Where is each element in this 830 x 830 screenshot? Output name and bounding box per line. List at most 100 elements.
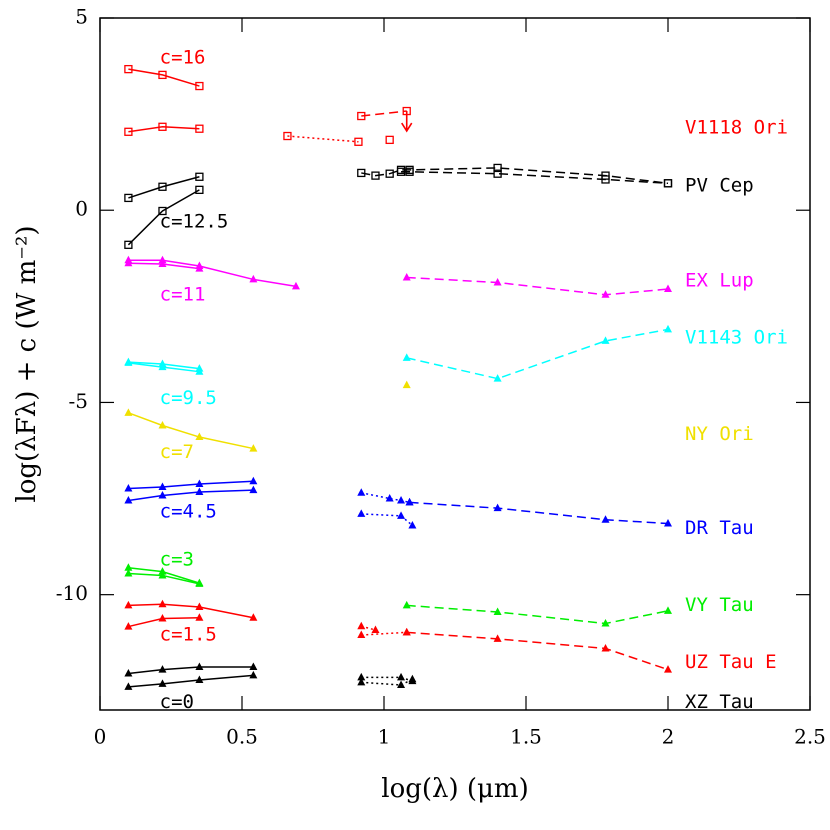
point [402,627,411,636]
x-tick-label: 0.5 [226,725,258,749]
point [124,240,133,249]
point [124,668,133,677]
series-line [128,489,254,502]
point [249,670,258,679]
y-tick-label: 5 [75,5,88,29]
point [493,503,502,512]
annotation: c=3 [160,549,194,571]
point [408,520,417,529]
series-line [361,631,407,636]
series-line [128,674,254,688]
point [396,167,406,176]
point [354,137,363,146]
point [124,495,133,504]
point [493,277,502,286]
point [124,408,133,416]
plot-frame [99,17,811,711]
point [124,600,133,609]
series-line [361,676,413,682]
annotation: c=0 [160,691,194,713]
series-line [128,603,254,619]
point [601,619,610,627]
series-line [287,135,359,143]
point [371,625,380,634]
point [158,614,167,622]
point [158,665,167,673]
point [195,613,204,621]
point [158,255,167,264]
point [158,570,167,579]
upper-limit-arrow [401,111,413,133]
point [195,367,204,375]
point [283,131,292,141]
point [195,662,204,670]
point [397,495,406,504]
point [158,421,167,429]
y-tick-label: 0 [75,197,88,221]
x-axis-label: log(λ) (μm) [381,774,528,804]
point [601,643,610,652]
x-tick-label: 0 [94,725,107,749]
point [124,64,133,74]
point [158,70,167,80]
series-line [406,604,669,625]
point [397,680,406,689]
point [249,613,258,621]
point [385,169,394,178]
series-line [406,631,669,671]
point [124,484,133,492]
point [158,206,167,216]
point [357,509,366,517]
point [124,193,133,203]
point [195,487,204,496]
annotation: c=16 [160,46,206,68]
series-line [406,328,669,380]
annotation: UZ Tau E [685,651,777,673]
point [601,290,610,298]
point [397,672,406,681]
annotation: c=1.5 [160,624,217,646]
point [249,274,258,283]
point [124,258,133,267]
point [158,122,167,131]
point [405,167,414,176]
y-tick-label: -5 [69,389,88,413]
point [158,482,167,491]
annotation: NY Ori [685,423,754,445]
annotation: c=4.5 [160,501,217,523]
point [357,488,366,496]
annotation: PV Cep [685,175,754,197]
point [357,111,366,121]
point [664,665,672,673]
point [408,674,417,683]
point [124,127,133,136]
annotation: c=12.5 [160,210,229,232]
point [493,607,502,615]
point [158,259,167,268]
point [249,662,258,670]
point [158,182,167,191]
series-line [361,167,669,185]
point [405,497,414,506]
point [195,675,204,684]
point [124,563,133,571]
series-line [128,176,200,199]
point [195,579,204,587]
point [291,281,300,290]
annotation: XZ Tau [685,691,754,713]
point [195,124,204,133]
point [158,567,167,575]
x-tick-label: 2 [662,725,675,749]
series-line [128,480,254,490]
point [402,273,411,281]
point [493,634,502,642]
point [357,168,366,178]
point [493,163,502,173]
point [402,353,411,361]
series-line [128,126,200,133]
point [124,682,133,690]
point [357,621,366,630]
x-tick-label: 1.5 [510,725,542,749]
point [249,485,258,494]
annotation: V1143 Ori [685,326,788,348]
